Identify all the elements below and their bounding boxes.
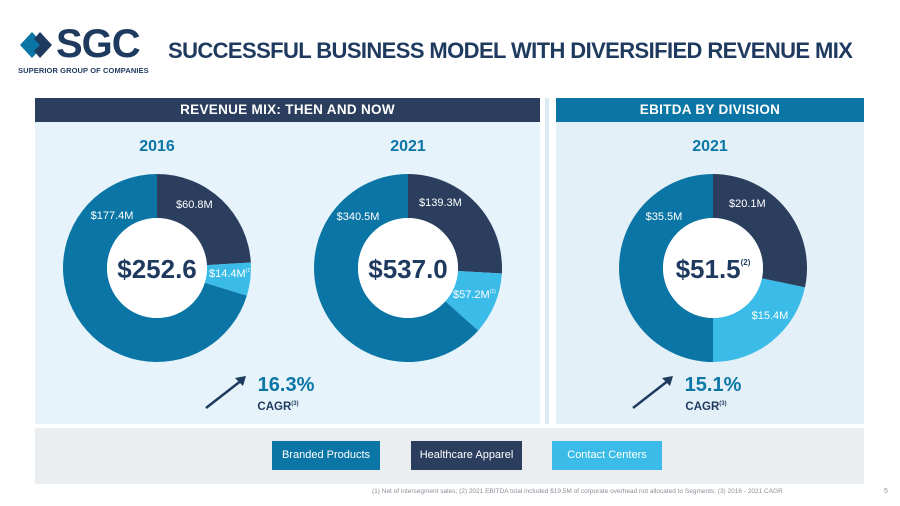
ebitda-header: EBITDA BY DIVISION	[556, 98, 864, 122]
donut-2021-revenue-slice-contact-centers	[445, 270, 502, 331]
donut-2016-total-label: $252.6	[117, 254, 197, 284]
year-label-2021-ebitda: 2021	[692, 138, 728, 155]
logo-wordmark: SGC	[56, 22, 141, 66]
donut-2016-slice-contact-centers	[204, 262, 251, 296]
legend-branded-products: Branded Products	[272, 441, 380, 470]
donut-2021-revenue-label-healthcare-apparel: $139.3M	[419, 197, 462, 209]
cagr-arrow-icon-1	[662, 376, 673, 386]
cagr-label-1: CAGR(3)	[685, 401, 726, 413]
legend-healthcare-apparel: Healthcare Apparel	[411, 441, 522, 470]
donut-2021-ebitda-slice-branded-products	[619, 174, 713, 362]
cagr-superscript-0: (3)	[291, 401, 298, 407]
donut-2016-label-healthcare-apparel: $60.8M	[176, 199, 213, 211]
donut-2021-ebitda-slice-healthcare-apparel	[713, 174, 807, 288]
cagr-arrow-icon-0	[235, 376, 246, 386]
donut-2021-ebitda-label-branded-products: $35.5M	[646, 211, 683, 223]
cagr-superscript-1: (3)	[719, 401, 726, 407]
donut-2021-ebitda-hole	[663, 218, 763, 318]
panel-divider	[545, 98, 549, 424]
donut-2016-label-superscript: (1)	[246, 268, 252, 274]
donut-2021-revenue-label-branded-products: $340.5M	[337, 211, 380, 223]
page-number: 5	[884, 488, 888, 495]
legend-contact-centers: Contact Centers	[552, 441, 662, 470]
donut-2021-revenue-total-label: $537.0	[368, 254, 448, 284]
donut-2016-label-contact-centers: $14.4M(1)	[209, 268, 252, 280]
sgc-logo: SGC SUPERIOR GROUP OF COMPANIES	[18, 22, 158, 76]
donut-2021-ebitda-label-healthcare-apparel: $20.1M	[729, 198, 766, 210]
donut-2016-slice-healthcare-apparel	[157, 174, 251, 266]
cagr-value-0: 16.3%	[258, 374, 315, 396]
donut-2021-revenue-label-superscript: (1)	[490, 289, 496, 295]
donut-2021-revenue-label-contact-centers: $57.2M(1)	[453, 289, 496, 301]
donut-2021-revenue-slice-healthcare-apparel	[408, 174, 503, 274]
footnote: (1) Net of intersegment sales; (2) 2021 …	[372, 488, 783, 495]
donut-2021-ebitda-total-superscript: (2)	[741, 258, 751, 267]
donut-2016-hole	[107, 218, 207, 318]
year-label-2021-revenue: 2021	[390, 138, 426, 155]
cagr-label-0: CAGR(3)	[257, 401, 298, 413]
cagr-arrow-shaft-1	[632, 379, 670, 409]
donut-2016-slice-branded-products	[62, 174, 247, 363]
donut-2021-ebitda-slice-contact-centers	[713, 278, 805, 362]
donut-2021-revenue-slice-branded-products	[314, 174, 479, 362]
sgc-diamond-icon	[20, 32, 52, 58]
donut-2021-ebitda-label-contact-centers: $15.4M	[752, 310, 789, 322]
cagr-arrow-shaft-0	[205, 379, 243, 409]
donut-2021-ebitda-total-label: $51.5(2)	[676, 254, 751, 284]
donut-2021-revenue-hole	[358, 218, 458, 318]
year-label-2016: 2016	[139, 138, 175, 155]
donut-2016-label-branded-products: $177.4M	[91, 210, 134, 222]
revenue-mix-header: REVENUE MIX: THEN AND NOW	[35, 98, 540, 122]
cagr-value-1: 15.1%	[685, 374, 742, 396]
logo-tagline: SUPERIOR GROUP OF COMPANIES	[18, 66, 149, 75]
page-title: SUCCESSFUL BUSINESS MODEL WITH DIVERSIFI…	[168, 38, 853, 63]
